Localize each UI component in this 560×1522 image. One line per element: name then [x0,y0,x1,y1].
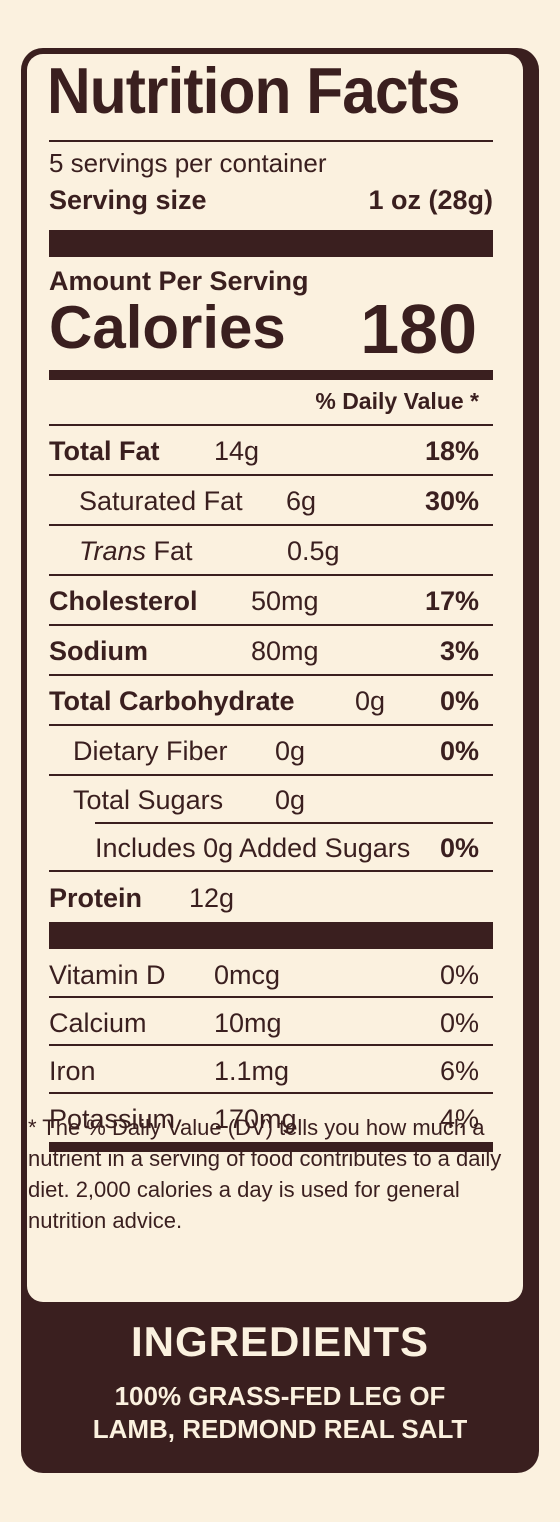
serving-size-value: 1 oz (28g) [368,185,493,215]
divider [49,674,493,676]
divider [49,574,493,576]
nutrient-label: Total Sugars [73,785,224,815]
nutrient-label: Cholesterol [49,586,198,616]
nutrient-dv: 18% [424,436,479,466]
nutrient-row-total-fat: Total Fat 14g 18% [49,426,493,476]
nutrient-label: Saturated Fat [79,486,243,516]
nutrient-amount: 0g [275,785,306,815]
divider [49,624,493,626]
nutrient-row-cholesterol: Cholesterol 50mg 17% [49,576,493,626]
ingredients-line: 100% GRASS-FED LEG OF [114,1381,446,1411]
trans-italic: Trans [79,536,147,566]
trans-rest: Fat [146,536,193,566]
vitamin-row-iron: Iron 1.1mg 6% [49,1046,493,1094]
nutrient-amount: 80mg [251,636,319,666]
nutrient-row-added-sugars: Includes 0g Added Sugars 0% [49,824,493,872]
nutrient-dv: 0% [439,736,479,766]
nutrient-label: Trans Fat [79,538,193,565]
nutrient-row-protein: Protein 12g [49,872,493,922]
divider [49,524,493,526]
calories-value: 180 [360,290,477,368]
nutrient-label: Total Carbohydrate [49,686,295,716]
vitamin-dv: 0% [439,1008,479,1038]
vitamin-row-calcium: Calcium 10mg 0% [49,998,493,1046]
vitamin-row-potassium: Potassium 170mg 4% [49,1094,493,1142]
nutrient-amount: 50mg [251,586,319,616]
nutrient-row-total-carbohydrate: Total Carbohydrate 0g 0% [49,676,493,726]
medium-divider [49,1142,493,1152]
nutrient-row-dietary-fiber: Dietary Fiber 0g 0% [49,726,493,776]
nutrient-row-total-sugars: Total Sugars 0g [49,776,493,824]
nutrient-row-trans-fat: Trans Fat 0.5g [49,526,493,576]
vitamin-label: Vitamin D [49,960,166,990]
vitamin-label: Calcium [49,1008,147,1038]
nutrient-row-saturated-fat: Saturated Fat 6g 30% [49,476,493,526]
vitamin-label: Iron [49,1056,96,1086]
daily-value-header: % Daily Value * [315,388,479,414]
divider [49,474,493,476]
vitamin-amount: 1.1mg [214,1056,290,1086]
vitamin-amount: 10mg [214,1008,282,1038]
vitamin-amount: 0mcg [214,960,281,990]
nutrient-dv: 17% [424,586,479,616]
nutrient-amount: 14g [214,436,260,466]
nutrient-label: Includes 0g Added Sugars [95,833,411,863]
nutrition-label: Nutrition Facts 5 servings per container… [27,54,523,1302]
divider [49,1092,493,1094]
ingredients-line: LAMB, REDMOND REAL SALT [92,1414,468,1444]
vitamin-dv: 0% [439,960,479,990]
daily-value-footnote: * The % Daily Value (DV) tells you how m… [28,1115,502,1233]
vitamin-row-vitamin-d: Vitamin D 0mcg 0% [49,950,493,998]
divider [49,870,493,872]
nutrient-label: Dietary Fiber [73,736,228,766]
vitamin-label: Potassium [49,1104,176,1134]
nutrient-dv: 30% [424,486,479,516]
thick-divider [49,230,493,257]
ingredients-list: 100% GRASS-FED LEG OF LAMB, REDMOND REAL… [0,1380,560,1446]
nutrient-amount: 0g [275,736,306,766]
vitamin-dv: 6% [439,1056,479,1086]
nutrition-title: Nutrition Facts [47,54,461,127]
nutrient-amount: 6g [286,486,317,516]
nutrient-label: Total Fat [49,436,160,466]
nutrient-amount: 12g [189,883,235,913]
nutrient-dv: 3% [439,636,479,666]
medium-divider [49,370,493,380]
divider [49,774,493,776]
nutrient-dv: 0% [439,833,479,863]
divider [49,140,493,142]
servings-per-container: 5 servings per container [49,148,327,178]
nutrient-row-sodium: Sodium 80mg 3% [49,626,493,676]
nutrient-dv: 0% [439,686,479,716]
divider [49,1044,493,1046]
vitamin-dv: 4% [439,1104,479,1134]
nutrient-amount: 0g [355,686,386,716]
divider [95,822,493,824]
divider [49,724,493,726]
nutrient-label: Protein [49,883,143,913]
serving-size-label: Serving size [49,185,207,215]
nutrient-amount: 0.5g [287,536,340,566]
amount-per-serving: Amount Per Serving [49,266,309,296]
ingredients-title: INGREDIENTS [130,1318,430,1365]
thick-divider [49,922,493,949]
vitamin-amount: 170mg [214,1104,297,1134]
divider [49,424,493,426]
nutrient-label: Sodium [49,636,148,666]
calories-label: Calories [49,294,286,361]
divider [49,996,493,998]
